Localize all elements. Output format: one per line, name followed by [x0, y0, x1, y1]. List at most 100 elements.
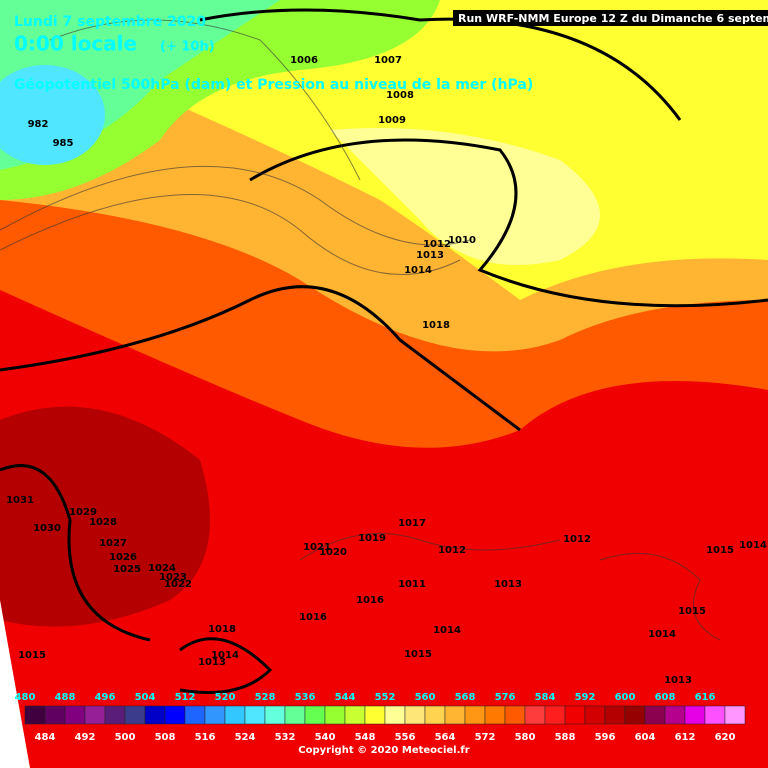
pressure-label: 1022: [164, 579, 192, 590]
pressure-label: 1027: [99, 538, 127, 549]
legend-top-label: 608: [655, 692, 676, 703]
legend-top-label: 528: [255, 692, 276, 703]
legend-swatch: [724, 705, 746, 725]
local-time: 0:00 locale: [14, 32, 137, 56]
legend-swatch: [284, 705, 306, 725]
pressure-label: 1012: [438, 545, 466, 556]
legend-bottom-label: 492: [75, 732, 96, 743]
pressure-label: 1015: [404, 649, 432, 660]
legend-swatch: [564, 705, 586, 725]
legend-top-label: 480: [15, 692, 36, 703]
pressure-label: 1013: [494, 579, 522, 590]
contours: [0, 8, 768, 694]
thin-contours: [0, 19, 721, 641]
copyright: Copyright © 2020 Meteociel.fr: [298, 745, 469, 756]
legend-swatch: [224, 705, 246, 725]
pressure-label: 1014: [211, 650, 239, 661]
pressure-label: 1009: [378, 115, 406, 126]
pressure-label: 1014: [433, 625, 461, 636]
legend-swatch: [404, 705, 426, 725]
pressure-label: 1018: [422, 320, 450, 331]
legend-top-label: 504: [135, 692, 156, 703]
legend-swatch: [344, 705, 366, 725]
pressure-label: 1013: [198, 657, 226, 668]
legend-swatch: [444, 705, 466, 725]
legend-top-label: 600: [615, 692, 636, 703]
legend-bottom-label: 548: [355, 732, 376, 743]
legend-top-label: 496: [95, 692, 116, 703]
pressure-label: 1031: [6, 495, 34, 506]
pressure-label: 1026: [109, 552, 137, 563]
legend-swatch: [204, 705, 226, 725]
legend-swatch: [664, 705, 686, 725]
legend-swatch: [424, 705, 446, 725]
pale-yellow-zone: [330, 128, 600, 265]
legend-swatch: [264, 705, 286, 725]
legend-top-label: 592: [575, 692, 596, 703]
pressure-label: 1007: [374, 55, 402, 66]
legend-swatch: [624, 705, 646, 725]
pressure-label: 1008: [386, 90, 414, 101]
legend-swatch: [584, 705, 606, 725]
color-legend: 480 488 496 504 512 520 528 536 544 552 560 568 576 5…: [15, 692, 746, 743]
pressure-label: 1015: [706, 545, 734, 556]
pressure-label: 1014: [739, 540, 767, 551]
legend-bottom-label: 508: [155, 732, 176, 743]
legend-swatch: [44, 705, 66, 725]
legend-swatch: [164, 705, 186, 725]
legend-bottom-label: 572: [475, 732, 496, 743]
run-info: Run WRF-NMM Europe 12 Z du Dimanche 6 se…: [458, 12, 768, 25]
legend-bottom-label: 500: [115, 732, 136, 743]
legend-swatch: [644, 705, 666, 725]
pressure-label: 1013: [416, 250, 444, 261]
date: Lundi 7 septembre 2020: [14, 14, 206, 30]
legend-swatch: [244, 705, 266, 725]
pressure-label: 1024: [148, 563, 176, 574]
legend-swatch: [544, 705, 566, 725]
legend-swatch: [124, 705, 146, 725]
legend-swatch: [364, 705, 386, 725]
pressure-label: 1015: [18, 650, 46, 661]
legend-swatch: [104, 705, 126, 725]
pressure-label: 1012: [423, 239, 451, 250]
map-corner: [0, 600, 30, 768]
pressure-label: 1018: [208, 624, 236, 635]
legend-swatch: [684, 705, 706, 725]
pressure-label: 1014: [404, 265, 432, 276]
pressure-label: 1017: [398, 518, 426, 529]
pressure-label: 1023: [159, 572, 187, 583]
pressure-label: 1012: [563, 534, 591, 545]
legend-swatch: [84, 705, 106, 725]
legend-top-label: 536: [295, 692, 316, 703]
legend-bottom-label: 588: [555, 732, 576, 743]
legend-swatch: [504, 705, 526, 725]
legend-bottom-label: 580: [515, 732, 536, 743]
dark-red-zone: [0, 406, 210, 627]
pressure-label: 1029: [69, 507, 97, 518]
legend-top-label: 544: [335, 692, 356, 703]
map-subtitle: Géopotentiel 500hPa (dam) et Pression au…: [14, 77, 533, 93]
legend-bottom-label: 596: [595, 732, 616, 743]
pressure-label: 1014: [648, 629, 676, 640]
pressure-label: 985: [53, 138, 74, 149]
legend-swatch: [144, 705, 166, 725]
pressure-label: 1030: [33, 523, 61, 534]
legend-swatch: [524, 705, 546, 725]
low-pressure-core: [0, 65, 105, 165]
legend-bottom-label: 620: [715, 732, 736, 743]
legend-bottom-label: 532: [275, 732, 296, 743]
legend-top-label: 552: [375, 692, 396, 703]
legend-swatch: [64, 705, 86, 725]
legend-top-label: 520: [215, 692, 236, 703]
pressure-label: 982: [28, 119, 49, 130]
pressure-label: 1021: [303, 542, 331, 553]
legend-bottom-label: 564: [435, 732, 456, 743]
pressure-label: 1016: [356, 595, 384, 606]
legend-swatch: [324, 705, 346, 725]
legend-top-label: 488: [55, 692, 76, 703]
legend-swatch: [484, 705, 506, 725]
legend-top-label: 616: [695, 692, 716, 703]
legend-top-label: 512: [175, 692, 196, 703]
pressure-label: 1015: [678, 606, 706, 617]
